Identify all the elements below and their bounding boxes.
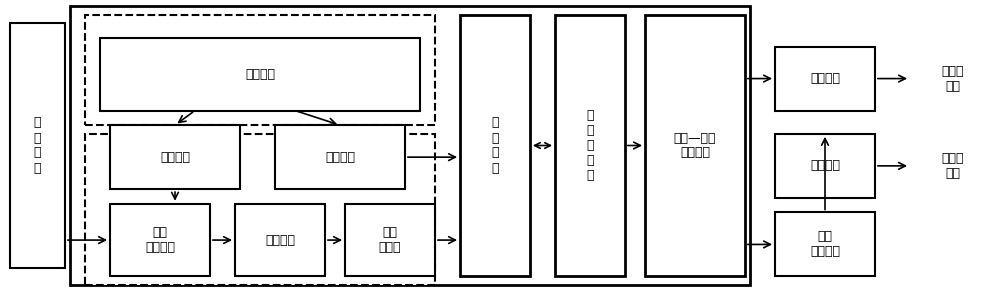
- FancyBboxPatch shape: [85, 15, 435, 125]
- Text: 滤波模块: 滤波模块: [265, 234, 295, 246]
- FancyBboxPatch shape: [100, 38, 420, 111]
- Text: 激光
输出元件: 激光 输出元件: [810, 230, 840, 258]
- Text: 供电模块: 供电模块: [245, 68, 275, 81]
- FancyBboxPatch shape: [110, 204, 210, 276]
- Text: 刺激光极: 刺激光极: [810, 159, 840, 172]
- FancyBboxPatch shape: [345, 204, 435, 276]
- Text: 微
处
理
器: 微 处 理 器: [491, 116, 499, 175]
- Text: 前置
放大模块: 前置 放大模块: [145, 226, 175, 254]
- Text: 电压—电流
转换电路: 电压—电流 转换电路: [674, 132, 716, 159]
- FancyBboxPatch shape: [85, 134, 435, 285]
- Text: 数字电源: 数字电源: [325, 151, 355, 164]
- Text: 模数
转换器: 模数 转换器: [379, 226, 401, 254]
- FancyBboxPatch shape: [235, 204, 325, 276]
- Text: 检
测
电
极: 检 测 电 极: [34, 116, 41, 175]
- Text: 数
模
转
换
器: 数 模 转 换 器: [586, 109, 594, 182]
- FancyBboxPatch shape: [645, 15, 745, 276]
- Text: 刺激电极: 刺激电极: [810, 72, 840, 85]
- Text: 光刺激
脉冲: 光刺激 脉冲: [941, 152, 964, 180]
- Text: 电刺激
脉冲: 电刺激 脉冲: [941, 65, 964, 93]
- FancyBboxPatch shape: [775, 47, 875, 111]
- FancyBboxPatch shape: [10, 23, 65, 268]
- FancyBboxPatch shape: [555, 15, 625, 276]
- FancyBboxPatch shape: [775, 134, 875, 198]
- FancyBboxPatch shape: [460, 15, 530, 276]
- Text: 模拟电源: 模拟电源: [160, 151, 190, 164]
- FancyBboxPatch shape: [110, 125, 240, 189]
- FancyBboxPatch shape: [275, 125, 405, 189]
- FancyBboxPatch shape: [70, 6, 750, 285]
- FancyBboxPatch shape: [775, 212, 875, 276]
